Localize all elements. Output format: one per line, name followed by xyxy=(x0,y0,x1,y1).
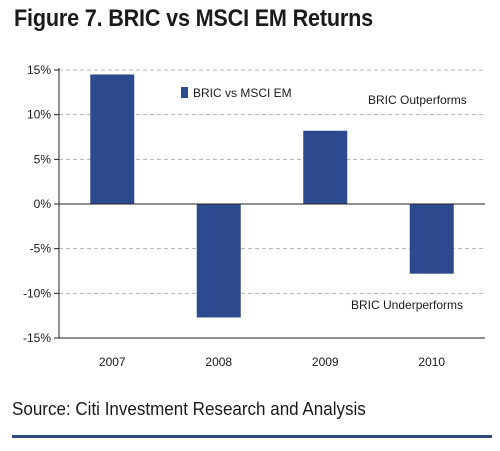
bottom-rule xyxy=(12,435,492,438)
bar-2008 xyxy=(196,204,241,318)
y-tick-label: -15% xyxy=(23,331,51,345)
legend-swatch xyxy=(181,87,188,98)
legend: BRIC vs MSCI EM xyxy=(181,86,292,100)
bar-2007 xyxy=(90,74,135,204)
bar-2010 xyxy=(409,204,454,274)
x-tick-label: 2008 xyxy=(205,355,232,369)
y-tick-label: 10% xyxy=(27,108,51,122)
x-tick-label: 2010 xyxy=(418,355,445,369)
x-axis-tick-labels: 2007 2008 2009 2010 xyxy=(99,355,446,369)
y-axis-tick-labels: 15% 10% 5% 0% -5% -10% -15% xyxy=(23,63,51,345)
bar-chart: 15% 10% 5% 0% -5% -10% -15% 2007 2008 2009 2010 B… xyxy=(23,63,485,369)
legend-label: BRIC vs MSCI EM xyxy=(193,86,292,100)
y-tick-label: -5% xyxy=(30,242,52,256)
chart-title: Figure 7. BRIC vs MSCI EM Returns xyxy=(14,5,373,32)
y-tick-label: -10% xyxy=(23,286,51,300)
annotation-outperforms: BRIC Outperforms xyxy=(368,93,467,107)
y-tick-label: 0% xyxy=(34,197,52,211)
x-tick-label: 2009 xyxy=(312,355,339,369)
bar-2009 xyxy=(303,130,348,204)
bars xyxy=(90,74,454,318)
x-tick-label: 2007 xyxy=(99,355,126,369)
axes xyxy=(54,68,485,339)
y-tick-label: 15% xyxy=(27,63,51,77)
annotation-underperforms: BRIC Underperforms xyxy=(351,298,463,312)
y-tick-label: 5% xyxy=(34,152,52,166)
source-note: Source: Citi Investment Research and Ana… xyxy=(12,398,366,419)
